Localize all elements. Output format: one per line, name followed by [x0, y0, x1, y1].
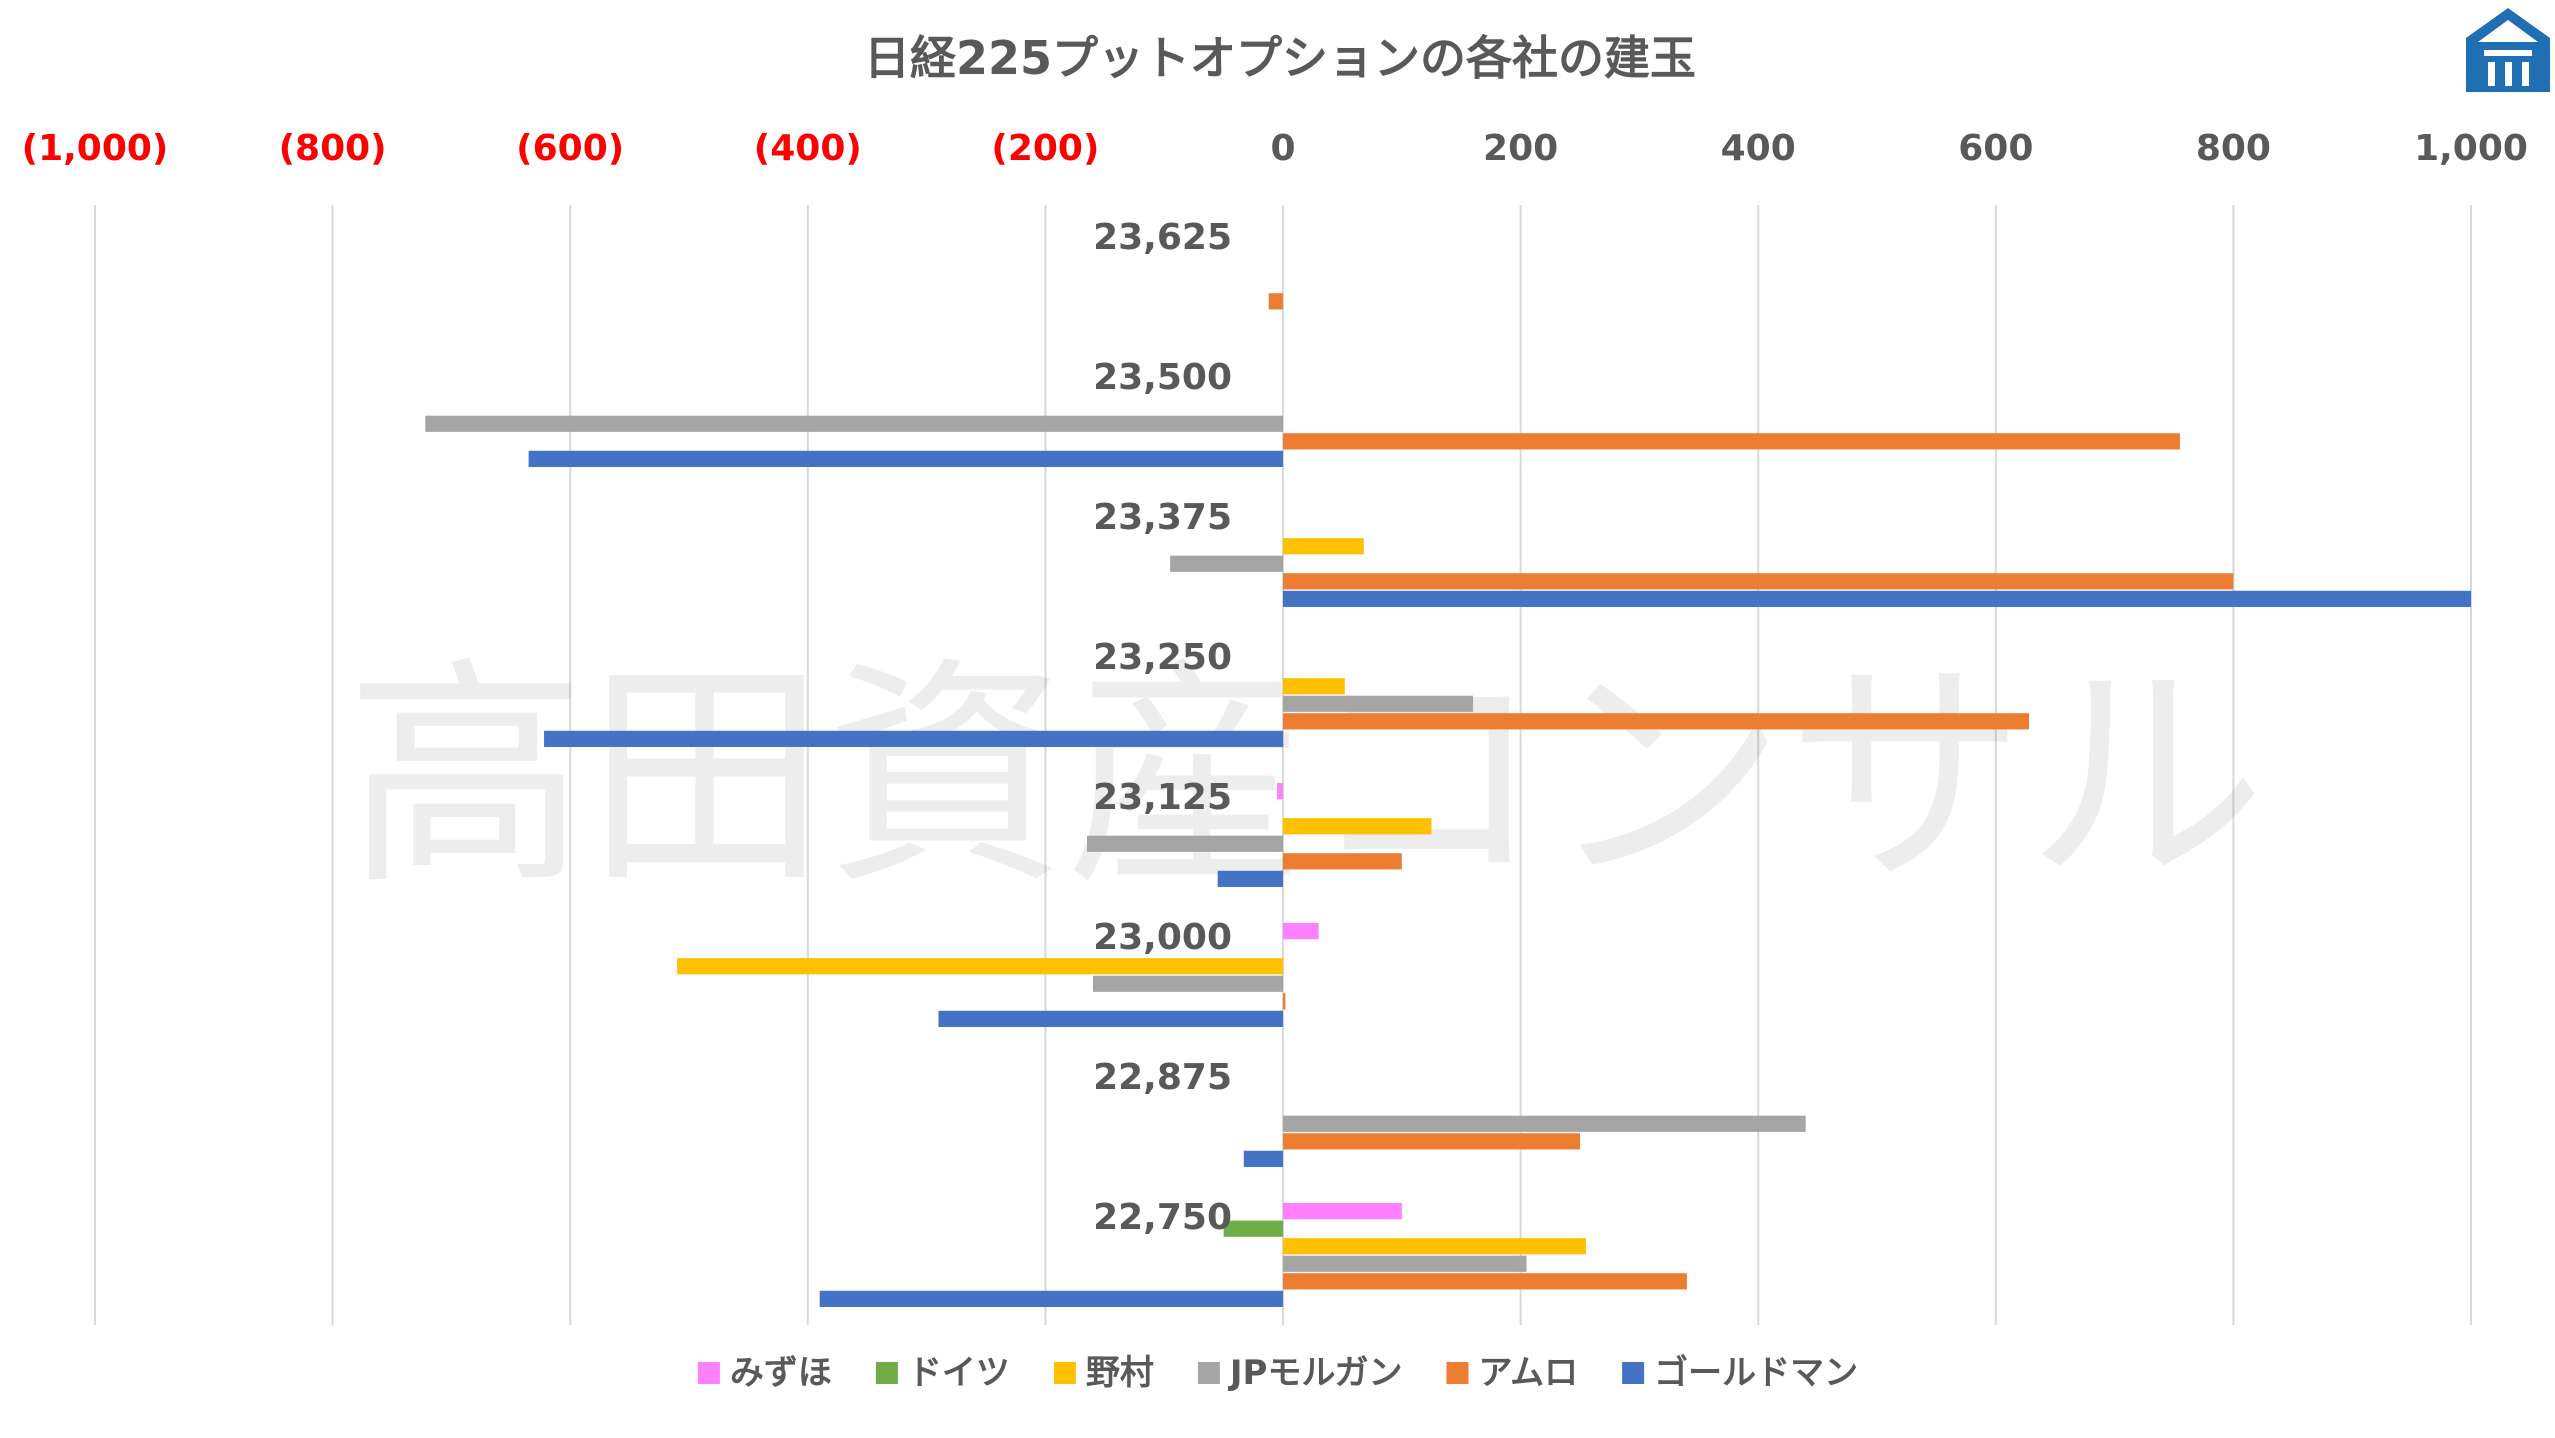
x-tick-label: 1,000 [2414, 128, 2528, 169]
legend-swatch [1622, 1362, 1645, 1384]
bars-layer [425, 293, 2471, 1307]
category-label: 23,625 [1093, 217, 1232, 258]
legend-swatch [1197, 1362, 1220, 1384]
x-tick-label: (200) [991, 128, 1099, 169]
bar-JPモルガン [1283, 1115, 1806, 1132]
legend-label: みずほ [730, 1353, 832, 1393]
bar-ゴールドマン [528, 450, 1283, 467]
bar-アムロ [1283, 433, 2180, 450]
category-label: 23,000 [1093, 917, 1232, 958]
x-tick-label: 200 [1483, 128, 1558, 169]
bar-みずほ [1283, 923, 1319, 940]
x-tick-label: 800 [2196, 128, 2271, 169]
category-label: 22,875 [1093, 1057, 1232, 1098]
x-axis-ticks: (1,000) (800) (600) (400) (200) 0 200 400 600 800… [22, 128, 2528, 169]
bar-JPモルガン [1086, 835, 1283, 852]
chart-title: 日経225プットオプションの各社の建玉 [864, 31, 1696, 85]
x-tick-label: (1,000) [22, 128, 169, 169]
bar-アムロ [1283, 993, 1286, 1010]
legend-item: アムロ [1446, 1353, 1578, 1393]
bar-ドイツ [1223, 1220, 1283, 1237]
legend-label: JPモルガン [1228, 1353, 1403, 1393]
bar-野村 [677, 958, 1283, 975]
bar-アムロ [1283, 713, 2030, 730]
legend: みずほ ドイツ 野村 JPモルガン アムロ ゴールドマン [697, 1353, 1858, 1393]
bar-ゴールドマン [1283, 590, 2471, 607]
legend-swatch [875, 1362, 898, 1384]
x-tick-label: 400 [1721, 128, 1796, 169]
x-tick-label: (600) [516, 128, 624, 169]
bar-ゴールドマン [938, 1010, 1283, 1027]
bar-アムロ [1283, 1133, 1580, 1150]
legend-swatch [1446, 1362, 1469, 1384]
bar-野村 [1283, 678, 1345, 695]
bar-野村 [1283, 538, 1364, 555]
bar-アムロ [1283, 1273, 1687, 1290]
category-label: 23,375 [1093, 497, 1232, 538]
legend-swatch [697, 1362, 720, 1384]
category-labels: 23,625 23,500 23,375 23,250 23,125 23,000 22,8… [1093, 217, 1232, 1238]
x-tick-label: 0 [1270, 128, 1295, 169]
x-tick-label: (800) [279, 128, 387, 169]
bar-ゴールドマン [544, 730, 1283, 747]
x-tick-label: (400) [754, 128, 862, 169]
bar-ゴールドマン [819, 1290, 1283, 1307]
bar-JPモルガン [1092, 975, 1283, 992]
legend-item: 野村 [1053, 1353, 1154, 1393]
legend-item: ドイツ [875, 1353, 1010, 1393]
bar-JPモルガン [1283, 1255, 1527, 1272]
category-label: 23,500 [1093, 357, 1232, 398]
bar-野村 [1283, 818, 1432, 835]
legend-label: ドイツ [908, 1353, 1010, 1393]
bar-アムロ [1268, 293, 1283, 310]
bar-みずほ [1277, 783, 1283, 800]
bar-野村 [1283, 1238, 1586, 1255]
grid-layer [94, 205, 2472, 1325]
bar-アムロ [1283, 853, 1402, 870]
legend-item: みずほ [697, 1353, 832, 1393]
legend-label: 野村 [1086, 1353, 1154, 1393]
category-label: 22,750 [1093, 1197, 1232, 1238]
bar-アムロ [1283, 573, 2234, 590]
bar-JPモルガン [1170, 555, 1283, 572]
legend-item: ゴールドマン [1622, 1353, 1858, 1393]
category-label: 23,125 [1093, 777, 1232, 818]
legend-label: アムロ [1478, 1353, 1578, 1393]
bar-JPモルガン [425, 415, 1283, 432]
bar-みずほ [1283, 1203, 1402, 1220]
legend-swatch [1053, 1362, 1076, 1384]
bar-JPモルガン [1283, 695, 1474, 712]
bar-ゴールドマン [1217, 870, 1283, 887]
bar-ゴールドマン [1243, 1150, 1283, 1167]
legend-label: ゴールドマン [1654, 1353, 1858, 1393]
category-label: 23,250 [1093, 637, 1232, 678]
legend-item: JPモルガン [1197, 1353, 1403, 1393]
x-tick-label: 600 [1958, 128, 2033, 169]
takata-house-logo-icon [2466, 8, 2550, 92]
